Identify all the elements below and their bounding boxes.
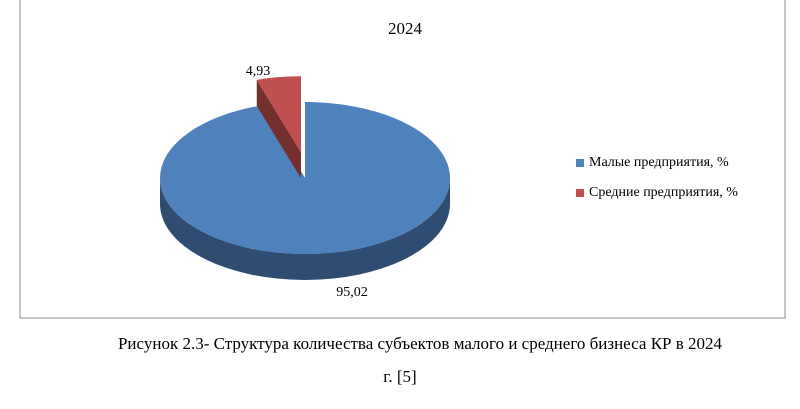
legend-label: Средние предприятия, % [589, 185, 738, 200]
slice-side [256, 79, 301, 179]
slice [256, 76, 301, 153]
legend-label: Малые предприятия, % [589, 155, 729, 170]
caption-line: Рисунок 2.3- Структура количества субъек… [118, 334, 723, 353]
caption-line: г. [5] [383, 367, 416, 386]
data-label: 95,02 [336, 285, 368, 300]
slice [160, 102, 451, 255]
slice-side [160, 178, 450, 280]
chart-title: 2024 [388, 19, 423, 38]
data-label: 4,93 [246, 64, 271, 79]
legend-swatch [576, 159, 584, 167]
legend-swatch [576, 189, 584, 197]
